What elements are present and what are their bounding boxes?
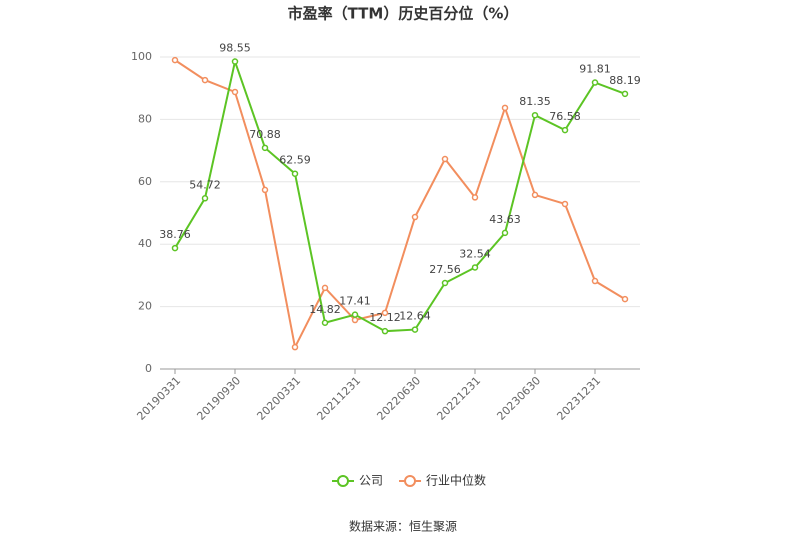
chart-title: 市盈率（TTM）历史百分位（%） [288, 5, 519, 23]
point [471, 264, 479, 271]
data-label: 88.19 [609, 74, 641, 87]
x-tick-label: 20190930 [194, 374, 243, 423]
point [201, 195, 209, 202]
point [291, 170, 299, 177]
source: 数据来源：恒生聚源 [349, 519, 457, 534]
x-tick-label: 20200331 [254, 374, 303, 423]
data-label: 14.82 [309, 303, 341, 316]
point [411, 326, 419, 333]
point [471, 194, 479, 201]
point [381, 309, 389, 317]
data-label: 54.72 [189, 178, 221, 191]
point [411, 213, 419, 221]
legend-label: 行业中位数 [426, 473, 486, 488]
point [261, 144, 269, 152]
point [501, 229, 509, 237]
point [231, 88, 239, 96]
data-label: 43.63 [489, 213, 521, 226]
data-label: 27.56 [429, 263, 461, 276]
data-label: 32.54 [459, 247, 491, 260]
point [381, 327, 389, 335]
point [441, 279, 449, 287]
point [591, 277, 599, 285]
legend-marker [404, 475, 417, 487]
point [171, 244, 179, 252]
y-tick-label: 100 [131, 50, 152, 63]
legend-marker [337, 475, 349, 487]
point [561, 200, 569, 208]
point [531, 191, 539, 199]
point [351, 311, 359, 318]
point [321, 284, 329, 292]
data-label: 17.41 [339, 295, 371, 308]
series-line [174, 59, 626, 351]
point [171, 56, 179, 64]
x-tick-label: 20231231 [554, 374, 603, 423]
point [441, 155, 449, 163]
point [201, 76, 209, 84]
data-label: 70.88 [249, 128, 281, 141]
data-label: 91.81 [579, 63, 611, 76]
point [561, 126, 569, 134]
data-label: 62.59 [279, 154, 311, 167]
data-label: 81.35 [519, 95, 551, 108]
point [531, 111, 539, 119]
y-tick-label: 0 [145, 362, 152, 375]
x-tick-label: 20220630 [374, 374, 423, 423]
data-label: 76.58 [549, 110, 581, 123]
x-tick-label: 20190331 [134, 374, 183, 423]
y-tick-label: 20 [138, 300, 152, 313]
data-label: 12.64 [399, 310, 431, 323]
legend-label: 公司 [359, 474, 383, 488]
point [621, 295, 629, 303]
x-tick-label: 20230630 [494, 374, 543, 423]
point [621, 90, 629, 98]
point [291, 343, 299, 351]
data-label: 98.55 [219, 42, 251, 55]
y-tick-label: 40 [138, 237, 152, 250]
point [591, 79, 599, 86]
point [321, 319, 329, 327]
y-tick-label: 80 [138, 112, 152, 125]
point [261, 186, 269, 194]
point [351, 316, 359, 324]
series-line [174, 57, 626, 333]
point [231, 58, 239, 65]
data-label: 38.76 [159, 228, 191, 241]
x-tick-label: 20221231 [434, 374, 483, 423]
point [501, 104, 509, 112]
data-label: 12.12 [369, 311, 401, 324]
x-tick-label: 20211231 [314, 374, 363, 423]
y-tick-label: 60 [138, 175, 152, 188]
